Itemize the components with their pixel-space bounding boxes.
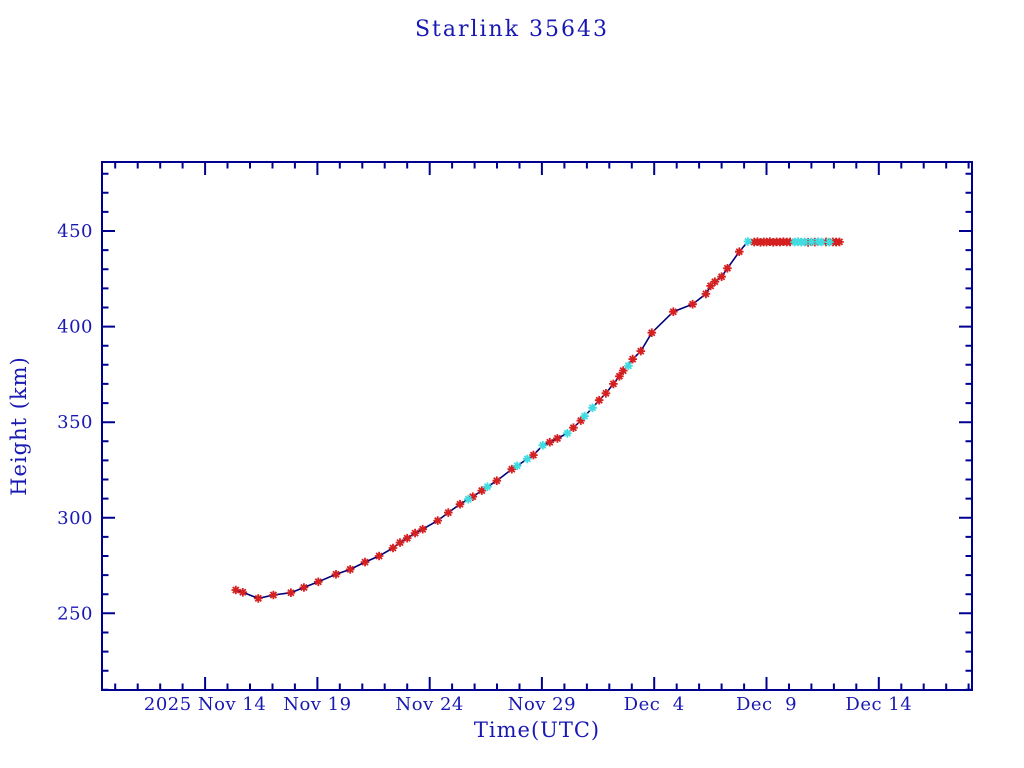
x-tick-label: Nov 29 [508,694,576,715]
tick-labels: 2025 Nov 14 Nov 19 Nov 24 Nov 29 Dec 4 Dec 9 D… [57,221,912,715]
chart-title: Starlink 35643 [414,17,610,42]
plot-frame [101,161,973,691]
y-tick-label: 250 [57,603,93,624]
x-axis-title: Time(UTC) [473,718,601,742]
y-tick-label: 350 [57,412,93,433]
y-tick-label: 450 [57,221,93,242]
x-tick-label: Nov 19 [283,694,351,715]
markers-cyan [464,237,834,504]
x-tick-label: Dec 14 [845,694,912,715]
x-tick-label: 2025 Nov 14 [144,694,266,715]
y-tick-label: 400 [57,317,93,338]
height-line [235,240,840,600]
x-tick-label: Dec 9 [736,694,797,715]
axis-ticks [102,162,972,691]
x-tick-label: Dec 4 [624,694,685,715]
markers-red [231,237,844,603]
x-tick-label: Nov 24 [396,694,464,715]
y-tick-label: 300 [57,508,93,529]
